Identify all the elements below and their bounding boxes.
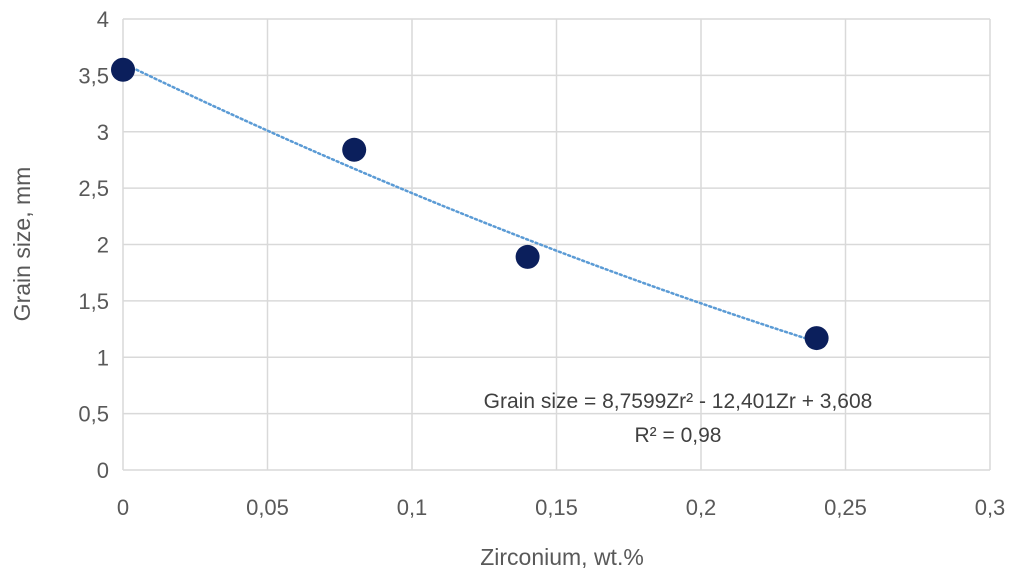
x-tick-label: 0,1 [397, 495, 428, 520]
x-axis-ticks: 0 0,05 0,1 0,15 0,2 0,25 0,3 [117, 495, 1005, 520]
trendline-equation: Grain size = 8,7599Zr² - 12,401Zr + 3,60… [484, 390, 873, 413]
x-tick-label: 0,2 [686, 495, 717, 520]
y-tick-label: 1,5 [78, 289, 109, 314]
y-tick-label: 4 [97, 7, 109, 32]
data-point [804, 326, 829, 351]
trendline-path [121, 61, 818, 344]
y-tick-label: 1 [97, 345, 109, 370]
x-tick-label: 0 [117, 495, 129, 520]
data-point [111, 57, 135, 82]
y-tick-label: 0,5 [78, 402, 109, 427]
x-tick-label: 0,15 [535, 495, 578, 520]
y-tick-label: 3 [97, 120, 109, 145]
x-tick-label: 0,25 [824, 495, 867, 520]
data-point [515, 244, 540, 269]
trendline-r-squared: R² = 0,98 [635, 424, 722, 447]
y-tick-label: 2 [97, 233, 109, 258]
data-points [111, 57, 829, 351]
trendline [121, 61, 818, 344]
y-tick-label: 0 [97, 458, 109, 483]
y-axis-title: Grain size, mm [9, 167, 35, 322]
y-tick-label: 3,5 [78, 63, 109, 88]
x-tick-label: 0,05 [246, 495, 289, 520]
y-axis-ticks: 0 0,5 1 1,5 2 2,5 3 3,5 4 [78, 7, 109, 483]
x-tick-label: 0,3 [975, 495, 1006, 520]
grid [122, 18, 991, 471]
data-point [342, 137, 367, 162]
x-axis-title: Zirconium, wt.% [480, 544, 644, 570]
y-tick-label: 2,5 [78, 176, 109, 201]
